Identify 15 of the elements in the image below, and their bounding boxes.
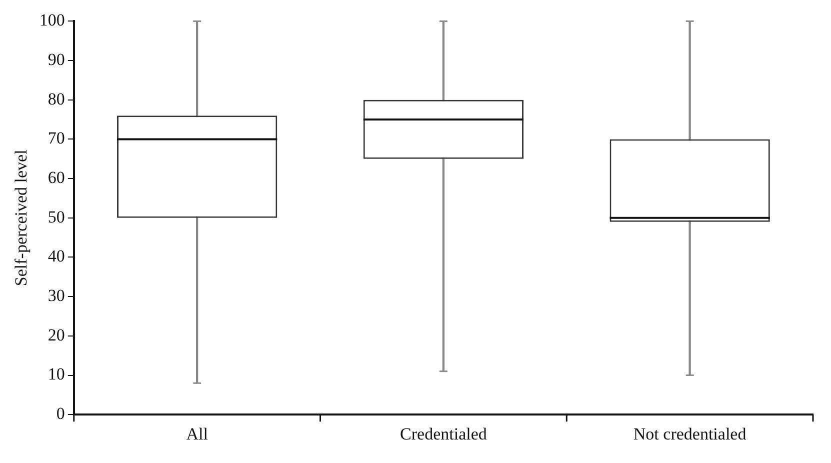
y-tick-label: 10 [48,364,65,384]
y-tick-label: 90 [48,50,65,70]
y-tick-label: 100 [39,10,65,30]
x-tick-label: Credentialed [400,424,488,444]
y-tick-label: 40 [48,246,65,266]
y-tick-label: 0 [56,404,65,424]
y-tick-label: 50 [48,207,65,226]
y-tick-label: 30 [48,286,65,306]
y-axis-title: Self-perceived level [12,149,31,286]
x-tick-label: Not credentialed [633,424,747,444]
y-tick-label: 20 [48,325,65,344]
y-tick-label: 80 [48,89,65,108]
x-tick-label: All [186,424,208,444]
y-tick-label: 70 [48,128,65,148]
y-tick-label: 60 [48,168,65,188]
